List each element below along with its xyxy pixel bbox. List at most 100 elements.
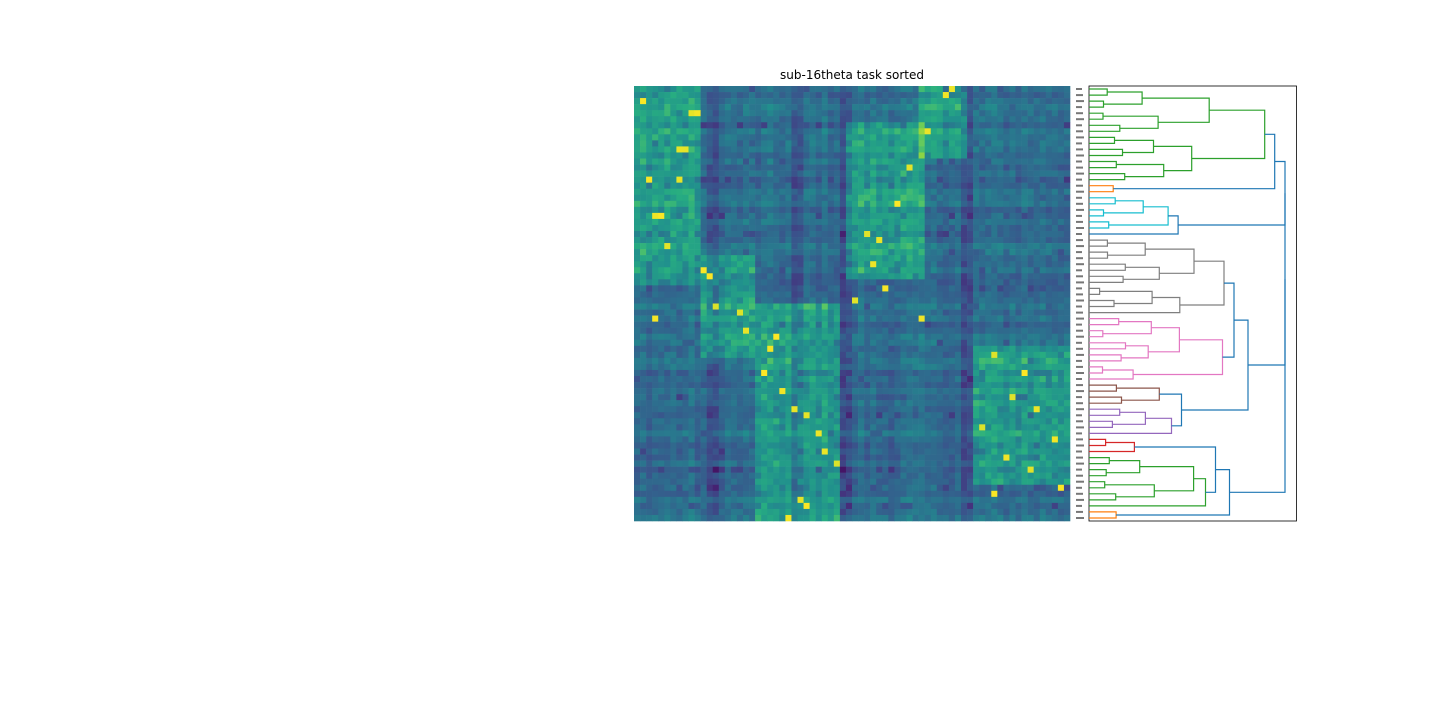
heatmap-cell — [967, 122, 974, 129]
heatmap-cell — [688, 394, 695, 401]
heatmap-cell — [658, 231, 665, 238]
heatmap-cell — [688, 333, 695, 341]
heatmap-cell — [706, 369, 714, 377]
heatmap-cell — [797, 345, 804, 353]
heatmap-cell — [1051, 237, 1059, 244]
heatmap-cell — [839, 176, 847, 183]
heatmap-cell — [809, 212, 816, 220]
heatmap-cell — [809, 369, 816, 377]
heatmap-cell — [870, 134, 877, 141]
heatmap-cell — [634, 418, 641, 425]
heatmap-cell — [652, 478, 659, 486]
heatmap-cell — [706, 273, 714, 280]
heatmap-cell — [858, 237, 865, 244]
heatmap-cell — [991, 424, 998, 431]
heatmap-cell — [664, 98, 671, 105]
heatmap-cell — [1051, 134, 1059, 141]
heatmap-cell — [1045, 261, 1053, 268]
heatmap-cell — [997, 231, 1004, 238]
heatmap-cell — [730, 261, 738, 268]
heatmap-cell — [852, 122, 859, 129]
heatmap-cell — [682, 376, 689, 383]
heatmap-cell — [749, 333, 756, 341]
heatmap-cell — [882, 110, 889, 117]
heatmap-cell — [852, 194, 859, 202]
heatmap-cell — [888, 478, 895, 486]
heatmap-cell — [1051, 400, 1059, 407]
heatmap-cell — [888, 376, 895, 383]
heatmap-cell — [985, 382, 992, 389]
heatmap-cell — [1003, 460, 1010, 467]
heatmap-cell — [979, 98, 986, 105]
heatmap-cell — [797, 194, 804, 202]
heatmap-cell — [646, 182, 653, 190]
heatmap-cell — [803, 249, 810, 256]
heatmap-cell — [870, 478, 877, 486]
heatmap-cell — [1015, 490, 1022, 498]
heatmap-cell — [924, 418, 932, 425]
heatmap-cell — [1063, 249, 1071, 256]
heatmap-cell — [852, 237, 859, 244]
heatmap-cell — [736, 363, 744, 371]
heatmap-cell — [1027, 382, 1034, 389]
heatmap-cell — [1039, 212, 1047, 220]
heatmap-cell — [797, 279, 804, 286]
heatmap-cell — [724, 104, 732, 111]
heatmap-cell — [1027, 176, 1034, 183]
heatmap-cell — [779, 212, 786, 220]
heatmap-cell — [979, 104, 986, 111]
heatmap-cell — [1039, 333, 1047, 341]
heatmap-cell — [845, 122, 853, 129]
heatmap-cell — [894, 188, 901, 196]
heatmap-cell — [670, 188, 677, 196]
heatmap-cell — [712, 110, 720, 117]
heatmap-cell — [773, 212, 780, 220]
heatmap-cell — [1021, 116, 1028, 123]
heatmap-cell — [888, 110, 895, 117]
heatmap-cell — [700, 212, 707, 220]
heatmap-cell — [652, 176, 659, 183]
heatmap-cell — [1051, 363, 1059, 371]
heatmap-cell — [736, 315, 744, 322]
heatmap-cell — [743, 176, 750, 183]
heatmap-cell — [809, 92, 816, 99]
heatmap-cell — [930, 206, 938, 214]
heatmap-cell — [803, 291, 810, 298]
heatmap-cell — [985, 170, 992, 177]
heatmap-cell — [688, 454, 695, 461]
heatmap-cell — [1027, 472, 1034, 480]
heatmap-cell — [876, 188, 883, 196]
heatmap-cell — [694, 297, 701, 304]
heatmap-cell — [942, 122, 950, 129]
heatmap-cell — [797, 110, 804, 117]
heatmap-cell — [815, 333, 823, 341]
heatmap-cell — [718, 104, 726, 111]
heatmap-cell — [1009, 345, 1016, 353]
heatmap-cell — [773, 243, 780, 250]
heatmap-cell — [700, 321, 707, 328]
heatmap-cell — [1003, 212, 1010, 220]
heatmap-cell — [985, 188, 992, 196]
heatmap-cell — [979, 206, 986, 214]
heatmap-cell — [979, 315, 986, 322]
heatmap-cell — [906, 104, 913, 111]
heatmap-cell — [779, 116, 786, 123]
heatmap-cell — [864, 164, 871, 171]
heatmap-cell — [1063, 351, 1071, 359]
heatmap-cell — [670, 134, 677, 141]
heatmap-cell — [797, 92, 804, 99]
heatmap-cell — [652, 267, 659, 274]
heatmap-cell — [1015, 400, 1022, 407]
heatmap-cell — [821, 406, 829, 413]
heatmap-cell — [924, 116, 932, 123]
heatmap-cell — [1057, 279, 1065, 286]
heatmap-cell — [815, 490, 823, 498]
heatmap-cell — [755, 357, 762, 365]
heatmap-cell — [833, 231, 841, 238]
heatmap-cell — [979, 255, 986, 262]
heatmap-cell — [942, 194, 950, 202]
heatmap-cell — [882, 273, 889, 280]
heatmap-cell — [845, 345, 853, 353]
heatmap-cell — [1045, 412, 1053, 419]
heatmap-cell — [985, 110, 992, 117]
